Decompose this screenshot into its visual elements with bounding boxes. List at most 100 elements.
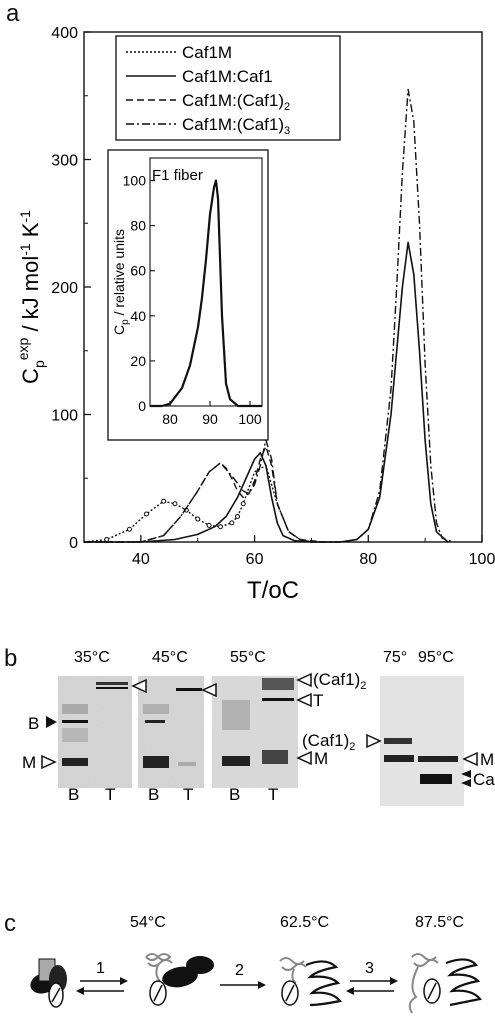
inset-x-tick-label: 80 [162, 411, 178, 427]
gel-strip-35 [58, 676, 132, 788]
y-tick-label: 0 [69, 535, 78, 552]
x-tick-label: 40 [132, 551, 150, 568]
data-point [235, 514, 241, 519]
data-point [104, 536, 110, 542]
data-point [161, 498, 167, 504]
data-point [240, 501, 246, 507]
series-line [84, 88, 454, 543]
data-point [206, 522, 212, 528]
legend-label: Caf1M:Caf1 [182, 67, 273, 86]
fully-unfolded-icon [408, 953, 482, 1014]
series-line [339, 241, 449, 543]
step-label: 2 [235, 962, 244, 979]
inset-y-tick-label: 100 [123, 173, 147, 189]
partially-unfolded-icon [145, 953, 214, 1006]
inset-series-line [150, 179, 262, 408]
unfolded-subunit-icon [279, 957, 342, 1007]
open-arrow-icon [131, 678, 147, 694]
y-tick-label: 400 [51, 25, 78, 42]
lane-label: B [68, 785, 79, 804]
data-point [195, 516, 201, 522]
lane-label: T [105, 785, 115, 804]
y-axis-label: Cpexp / kJ mol-1 K-1 [15, 210, 47, 384]
lane-label: B [229, 785, 240, 804]
panel-c-letter: c [4, 910, 16, 937]
gel-temp-45: 45°C [152, 649, 188, 666]
gel-label-M-left: M [22, 753, 36, 772]
step-label: 3 [365, 960, 374, 977]
open-arrow-icon [41, 754, 57, 770]
series-line [83, 464, 340, 543]
gel-label-B: B [28, 714, 39, 733]
data-point [229, 520, 235, 526]
open-arrow-icon [296, 750, 312, 766]
panel-b-letter: b [4, 645, 18, 672]
inset-x-tick-label: 90 [202, 411, 218, 427]
legend-label: Caf1M:(Caf1)2 [182, 91, 290, 113]
inset-x-tick-label: 100 [238, 411, 262, 427]
lane-label: T [183, 785, 193, 804]
gel-label-caf1-2-mid: (Caf1)2 [302, 731, 355, 753]
inset-y-tick-label: 80 [130, 218, 146, 234]
x-tick-label: 100 [469, 551, 495, 568]
lane-label: B [148, 785, 159, 804]
main-axis-labels: T/oC Cpexp / kJ mol-1 K-1 [15, 210, 299, 604]
step-label: 1 [96, 960, 105, 977]
x-tick-label: 60 [246, 551, 264, 568]
gel-panel: 35°C 45°C 55°C 75° 95°C [22, 649, 495, 806]
filled-arrow-icon [461, 779, 471, 787]
open-arrow-icon [296, 692, 312, 708]
folding-scheme: 54°C 62.5°C 87.5°C 1 2 3 [30, 914, 482, 1014]
legend-label: Caf1M [182, 43, 232, 62]
inset-frame [107, 149, 269, 441]
inset-y-tick-label: 0 [138, 398, 146, 414]
gel-temp-55: 55°C [230, 649, 266, 666]
x-tick-label: 80 [359, 551, 377, 568]
inset-chart: F1 fiber 80 90 100 0 20 40 60 80 100 Cp / relative… [107, 149, 269, 441]
lane-label: T [268, 785, 278, 804]
legend-label: Caf1M:(Caf1)3 [182, 115, 290, 137]
native-complex-icon [30, 958, 67, 1008]
gel-label-M-right: M [480, 750, 494, 769]
legend-box [115, 35, 341, 141]
open-arrow-icon [296, 672, 312, 688]
inset-y-axis-label: Cp / relative units [111, 229, 131, 335]
data-point [217, 524, 223, 530]
data-point [126, 526, 132, 532]
inset-y-tick-label: 20 [130, 353, 146, 369]
inset-title: F1 fiber [152, 167, 203, 184]
gel-strip-45 [138, 676, 204, 788]
y-tick-label: 200 [51, 280, 78, 297]
legend: Caf1M Caf1M:Caf1 Caf1M:(Caf1)2Caf1M:(Caf1)… [115, 35, 341, 141]
gel-label-caf1-2-top: (Caf1)2 [313, 670, 366, 692]
gel-temp-35: 35°C [74, 649, 110, 666]
scheme-temp-54: 54°C [130, 914, 166, 931]
x-axis-label: T/oC [247, 577, 299, 604]
filled-arrow-icon [461, 770, 471, 778]
data-point [144, 511, 150, 517]
gel-strip-right [380, 676, 464, 806]
open-arrow-icon [366, 733, 382, 749]
main-chart: 40 60 80 100 0 100 200 300 400 F1 fiber 80 90 100 0 2… [15, 25, 495, 604]
gel-label-caf1-right: Caf1 [473, 770, 495, 789]
y-tick-label: 300 [51, 153, 78, 170]
inset-y-tick-label: 60 [130, 263, 146, 279]
open-arrow-icon [462, 751, 478, 767]
scheme-temp-62: 62.5°C [280, 914, 329, 931]
panel-a-letter: a [6, 0, 20, 27]
y-tick-label: 100 [51, 408, 78, 425]
filled-arrow-icon [46, 716, 57, 728]
series-line [84, 452, 340, 543]
data-point [172, 501, 178, 507]
gel-temp-75: 75° [383, 649, 407, 666]
open-arrow-icon [201, 682, 217, 698]
gel-temp-95: 95°C [418, 649, 454, 666]
gel-strip-55 [212, 676, 298, 788]
inset-plot-frame [149, 157, 263, 407]
gel-label-M-mid: M [314, 749, 328, 768]
main-series [83, 88, 454, 543]
inset-y-tick-label: 40 [130, 308, 146, 324]
gel-label-T-right: T [313, 691, 323, 710]
scheme-temp-87: 87.5°C [415, 914, 464, 931]
